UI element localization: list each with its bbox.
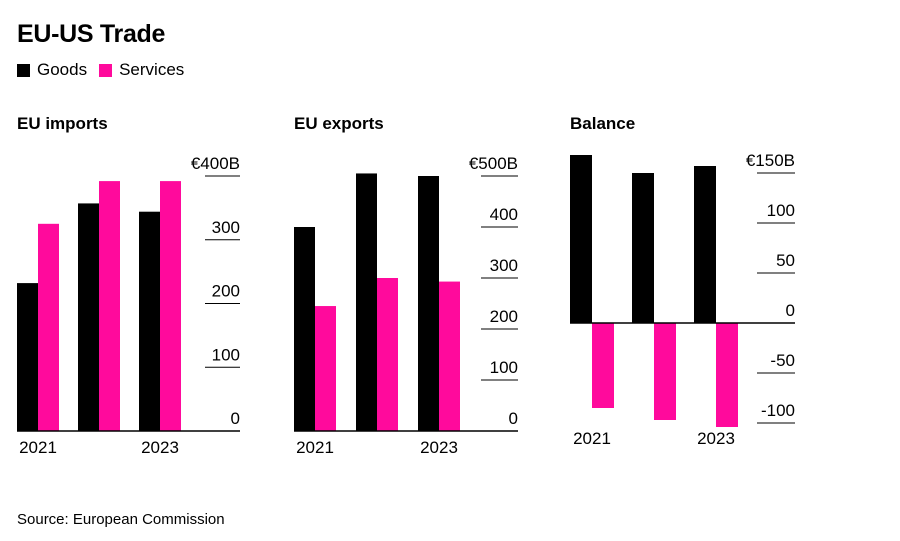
x-tick-label-imports-2023: 2023 bbox=[141, 438, 179, 457]
y-tick-label-imports-4: €400B bbox=[191, 154, 240, 173]
bar-balance-services-2022 bbox=[654, 323, 676, 420]
bar-balance-services-2023 bbox=[716, 323, 738, 427]
legend-label-goods: Goods bbox=[37, 60, 88, 79]
bar-imports-services-2021 bbox=[38, 223, 59, 431]
y-tick-label-exports-3: 300 bbox=[490, 256, 518, 275]
y-tick-label-exports-1: 100 bbox=[490, 358, 518, 377]
panel-title-balance: Balance bbox=[570, 114, 636, 133]
bar-imports-services-2022 bbox=[99, 181, 120, 431]
x-tick-label-imports-2021: 2021 bbox=[19, 438, 57, 457]
bar-balance-services-2021 bbox=[592, 323, 614, 408]
legend-item-services: Services bbox=[99, 60, 184, 80]
bar-exports-services-2021 bbox=[315, 306, 336, 431]
x-tick-label-balance-2021: 2021 bbox=[573, 429, 611, 448]
bar-balance-goods-2022 bbox=[632, 173, 654, 323]
y-tick-label-exports-5: €500B bbox=[469, 154, 518, 173]
source-note: Source: European Commission bbox=[17, 511, 225, 528]
chart-title: EU-US Trade bbox=[17, 20, 166, 48]
bar-imports-goods-2023 bbox=[139, 211, 160, 431]
y-tick-label-imports-2: 200 bbox=[212, 282, 240, 301]
y-tick-label-exports-2: 200 bbox=[490, 307, 518, 326]
bar-exports-goods-2021 bbox=[294, 227, 315, 431]
y-tick-label-balance-0: -100 bbox=[761, 401, 795, 420]
legend-swatch-services bbox=[99, 63, 113, 77]
y-tick-label-balance-4: 100 bbox=[767, 201, 795, 220]
panel-title-exports: EU exports bbox=[294, 114, 384, 133]
y-tick-label-balance-5: €150B bbox=[746, 151, 795, 170]
y-tick-label-balance-3: 50 bbox=[776, 251, 795, 270]
y-tick-label-balance-1: -50 bbox=[770, 351, 795, 370]
bar-balance-goods-2023 bbox=[694, 166, 716, 323]
legend: Goods Services bbox=[17, 60, 196, 80]
y-tick-label-imports-3: 300 bbox=[212, 218, 240, 237]
legend-item-goods: Goods bbox=[17, 60, 87, 80]
legend-label-services: Services bbox=[119, 60, 185, 79]
y-tick-label-balance-2: 0 bbox=[786, 301, 795, 320]
x-tick-label-balance-2023: 2023 bbox=[697, 429, 735, 448]
bar-exports-services-2023 bbox=[439, 281, 460, 431]
y-tick-label-imports-0: 0 bbox=[231, 409, 240, 428]
y-tick-label-exports-4: 400 bbox=[490, 205, 518, 224]
x-tick-label-exports-2021: 2021 bbox=[296, 438, 334, 457]
bar-imports-goods-2021 bbox=[17, 283, 38, 431]
bar-exports-goods-2023 bbox=[418, 176, 439, 431]
panel-title-imports: EU imports bbox=[17, 114, 108, 133]
x-tick-label-exports-2023: 2023 bbox=[420, 438, 458, 457]
bar-exports-services-2022 bbox=[377, 278, 398, 431]
bar-imports-services-2023 bbox=[160, 181, 181, 431]
bar-imports-goods-2022 bbox=[78, 203, 99, 431]
legend-swatch-goods bbox=[17, 63, 30, 77]
bar-exports-goods-2022 bbox=[356, 173, 377, 431]
bar-balance-goods-2021 bbox=[570, 155, 592, 323]
y-tick-label-exports-0: 0 bbox=[509, 409, 518, 428]
y-tick-label-imports-1: 100 bbox=[212, 345, 240, 364]
